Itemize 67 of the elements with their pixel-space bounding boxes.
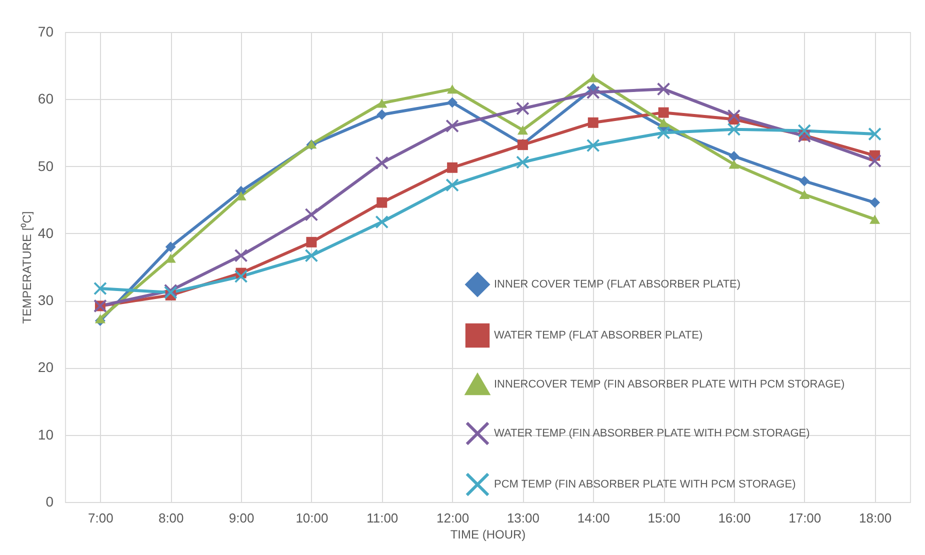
point bbox=[656, 126, 670, 140]
y-tick-label: 70 bbox=[38, 24, 54, 40]
point bbox=[727, 122, 741, 136]
point bbox=[870, 197, 880, 208]
x-tick-label: 8:00 bbox=[158, 510, 184, 526]
y-tick-label: 30 bbox=[38, 292, 54, 308]
legend-label: PCM TEMP (FIN ABSORBER PLATE WITH PCM STORAGE) bbox=[494, 478, 796, 490]
point bbox=[588, 117, 598, 128]
y-tick-label: 20 bbox=[38, 359, 54, 376]
point bbox=[304, 248, 318, 262]
x-tick-label: 14:00 bbox=[577, 510, 610, 526]
point bbox=[375, 215, 389, 229]
point bbox=[234, 270, 248, 284]
point bbox=[447, 97, 458, 108]
legend-label: INNER COVER TEMP (FLAT ABSORBER PLATE) bbox=[494, 278, 741, 290]
x-tick-label: 9:00 bbox=[228, 510, 254, 526]
point bbox=[94, 282, 107, 296]
point bbox=[798, 124, 812, 138]
point bbox=[234, 248, 248, 262]
x-axis-title: TIME (HOUR) bbox=[450, 528, 526, 542]
y-tick-label: 50 bbox=[38, 158, 54, 174]
point bbox=[728, 160, 740, 169]
x-tick-label: 12:00 bbox=[436, 510, 470, 526]
point bbox=[517, 125, 528, 135]
point bbox=[868, 154, 882, 168]
x-tick-label: 15:00 bbox=[648, 510, 680, 526]
point bbox=[306, 236, 317, 248]
point bbox=[588, 73, 598, 82]
y-tick-label: 40 bbox=[38, 224, 54, 241]
point bbox=[656, 82, 670, 96]
x-tick-label: 18:00 bbox=[859, 510, 892, 526]
point bbox=[447, 162, 458, 173]
point bbox=[658, 107, 669, 118]
point bbox=[658, 118, 669, 128]
point bbox=[516, 102, 530, 116]
x-tick-label: 7:00 bbox=[88, 510, 114, 526]
x-tick-label: 16:00 bbox=[718, 510, 751, 526]
legend-label: INNERCOVER TEMP (FIN ABSORBER PLATE WITH PCM STORAGE) bbox=[494, 378, 845, 390]
point bbox=[376, 197, 388, 208]
point bbox=[868, 127, 882, 141]
point bbox=[94, 314, 106, 324]
y-tick-label: 0 bbox=[46, 494, 54, 510]
x-tick-label: 11:00 bbox=[366, 510, 398, 526]
point bbox=[516, 156, 530, 169]
y-tick-label: 60 bbox=[38, 90, 54, 107]
x-tick-label: 17:00 bbox=[788, 510, 822, 526]
point bbox=[870, 214, 880, 224]
y-axis-title: TEMPERATURE [⁰C] bbox=[20, 211, 34, 324]
point bbox=[728, 150, 740, 162]
point bbox=[799, 190, 810, 200]
legend-label: WATER TEMP (FIN ABSORBER PLATE WITH PCM STORAGE) bbox=[494, 428, 810, 440]
point bbox=[165, 242, 176, 252]
point bbox=[446, 178, 459, 192]
point bbox=[375, 156, 389, 170]
point bbox=[304, 208, 318, 222]
point bbox=[799, 176, 810, 186]
point bbox=[447, 84, 458, 94]
point bbox=[586, 86, 600, 100]
x-tick-label: 13:00 bbox=[506, 510, 540, 526]
point bbox=[586, 138, 600, 152]
x-tick-label: 10:00 bbox=[296, 510, 328, 526]
point bbox=[376, 109, 388, 120]
y-tick-label: 10 bbox=[38, 426, 54, 442]
legend-label: WATER TEMP (FLAT ABSORBER PLATE) bbox=[494, 330, 703, 342]
point bbox=[376, 98, 388, 108]
point bbox=[446, 119, 459, 133]
point bbox=[727, 109, 741, 123]
